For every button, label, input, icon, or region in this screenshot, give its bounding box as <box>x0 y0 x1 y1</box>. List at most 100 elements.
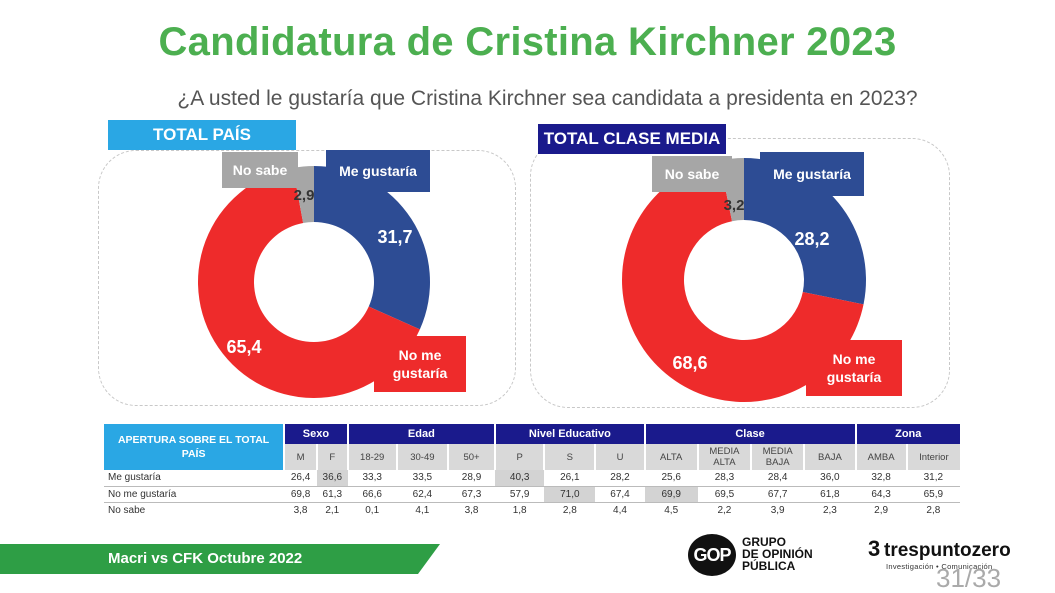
footer-band <box>0 544 440 574</box>
table-cell: 67,7 <box>751 485 805 502</box>
table-cell: 36,6 <box>316 470 348 486</box>
column-header: 50+ <box>446 444 496 470</box>
page-number: 31/33 <box>936 563 1002 593</box>
table-cell: 71,0 <box>544 485 596 502</box>
no-me-gustaria-legend: No me gustaría <box>806 340 902 396</box>
table-row: No me gustaría 69,8 61,3 66,6 62,4 67,3 57,9 71… <box>104 485 960 502</box>
table-cell: 4,4 <box>595 501 645 518</box>
gop-logo-text: GRUPO DE OPINIÓN PÚBLICA <box>742 535 813 573</box>
row-label: No me gustaría <box>104 485 285 502</box>
column-header: 18-29 <box>346 444 397 470</box>
no-sabe-legend: No sabe <box>222 152 298 188</box>
no-me-gustaria-slice <box>622 160 864 402</box>
me-gustaria-legend: Me gustaría <box>326 150 430 192</box>
group-header: Clase <box>643 424 856 444</box>
row-label: No sabe <box>104 501 285 518</box>
group-header: Sexo <box>283 424 348 444</box>
trespuntozero-tagline: Investigación • Comunicación <box>886 562 993 571</box>
no-me-gustaria-legend: No me gustaría <box>374 336 466 392</box>
table-cell: 64,3 <box>855 485 907 502</box>
table-cell: 28,4 <box>767 472 788 484</box>
table-cell: 31,2 <box>923 472 944 484</box>
column-header: M <box>283 444 317 470</box>
table-cell: 4,1 <box>396 501 448 518</box>
data-label: 2,9 <box>294 187 315 204</box>
column-header: 30-49 <box>395 444 448 470</box>
table-cell: 61,8 <box>804 485 856 502</box>
total-pais-panel <box>98 150 516 406</box>
table-cell: 28,9 <box>461 472 482 484</box>
total-pais-tag: TOTAL PAÍS <box>108 120 296 150</box>
data-label: 65,4 <box>226 337 261 357</box>
table-cell: 65,9 <box>906 485 960 502</box>
table-cell: 26,1 <box>560 472 580 484</box>
table-cell: 3,9 <box>751 501 805 518</box>
column-header: MEDIA BAJA <box>750 444 805 470</box>
table-cell: 2,2 <box>697 501 752 518</box>
table-cell: 26,4 <box>290 472 311 484</box>
trespuntozero-logo: trespuntozero <box>884 540 1011 561</box>
table-cell: 33,3 <box>362 472 382 484</box>
table-cell: 69,5 <box>697 485 752 502</box>
table-cell: 57,9 <box>495 485 545 502</box>
clase-media-tag: TOTAL CLASE MEDIA <box>538 124 726 154</box>
table-row: Me gustaría 26,4 36,6 33,3 33,5 28,9 40,3 26,1 2… <box>104 470 960 486</box>
table-cell: 61,3 <box>316 485 348 502</box>
table-cell: 2,3 <box>804 501 856 518</box>
table-cell: 2,8 <box>544 501 596 518</box>
me-gustaria-legend: Me gustaría <box>760 152 864 196</box>
no-me-gustaria-slice <box>197 167 420 398</box>
data-label: 28,2 <box>794 229 829 249</box>
table-cell: 33,5 <box>412 472 433 484</box>
table-cell: 3,8 <box>447 501 496 518</box>
table-cell: 40,3 <box>495 470 545 486</box>
table-cell: 2,1 <box>316 501 348 518</box>
column-header: S <box>543 444 596 470</box>
table-cell: 32,8 <box>871 472 891 484</box>
column-header: U <box>594 444 645 470</box>
table-cell: 25,6 <box>661 472 681 484</box>
table-cell: 36,0 <box>820 472 840 484</box>
table-cell: 67,3 <box>447 485 496 502</box>
no-sabe-slice <box>292 166 314 223</box>
clase-media-panel <box>530 138 950 408</box>
table-row: No sabe 3,8 2,1 0,1 4,1 3,8 1,8 2,8 4,4 4,5 2,2 3,9… <box>104 501 960 518</box>
table-cell: 2,9 <box>855 501 907 518</box>
table-cell: 28,2 <box>610 472 630 484</box>
column-header: BAJA <box>803 444 856 470</box>
gop-logo: GOP <box>688 534 736 576</box>
table-cell: 28,3 <box>714 472 735 484</box>
column-header: P <box>494 444 545 470</box>
column-header: MEDIA ALTA <box>696 444 752 470</box>
table-cell: 69,9 <box>644 485 698 502</box>
row-label: Me gustaría <box>108 472 161 484</box>
table-cell: 2,8 <box>906 501 960 518</box>
table-cell: 62,4 <box>396 485 448 502</box>
table-cell: 4,5 <box>644 501 698 518</box>
data-label: 31,7 <box>377 227 412 247</box>
table-title: APERTURA SOBRE EL TOTAL PAÍS <box>104 424 285 470</box>
table-cell: 1,8 <box>495 501 545 518</box>
data-label: 3,2 <box>724 197 745 214</box>
group-header: Edad <box>346 424 496 444</box>
trespuntozero-icon: 3 <box>868 536 881 561</box>
table-cell: 67,4 <box>595 485 645 502</box>
table-cell: 0,1 <box>347 501 397 518</box>
no-sabe-legend: No sabe <box>652 156 732 192</box>
column-header: Interior <box>905 444 960 470</box>
footer-source: Macri vs CFK Octubre 2022 <box>108 550 303 567</box>
total-pais-donut: 31,7 65,4 2,9 <box>197 166 430 398</box>
column-header: F <box>315 444 348 470</box>
table-cell: 66,6 <box>347 485 397 502</box>
breakdown-table: APERTURA SOBRE EL TOTAL PAÍS Sexo Edad N… <box>104 424 960 518</box>
table-cell: 3,8 <box>284 501 317 518</box>
table-cell: 69,8 <box>284 485 317 502</box>
me-gustaria-slice <box>314 166 430 330</box>
column-header: ALTA <box>643 444 698 470</box>
data-label: 68,6 <box>672 353 707 373</box>
column-header: AMBA <box>854 444 907 470</box>
page-subtitle: ¿A usted le gustaría que Cristina Kirchn… <box>177 87 918 110</box>
page-title: Candidatura de Cristina Kirchner 2023 <box>158 20 897 64</box>
group-header: Zona <box>854 424 960 444</box>
group-header: Nivel Educativo <box>494 424 645 444</box>
